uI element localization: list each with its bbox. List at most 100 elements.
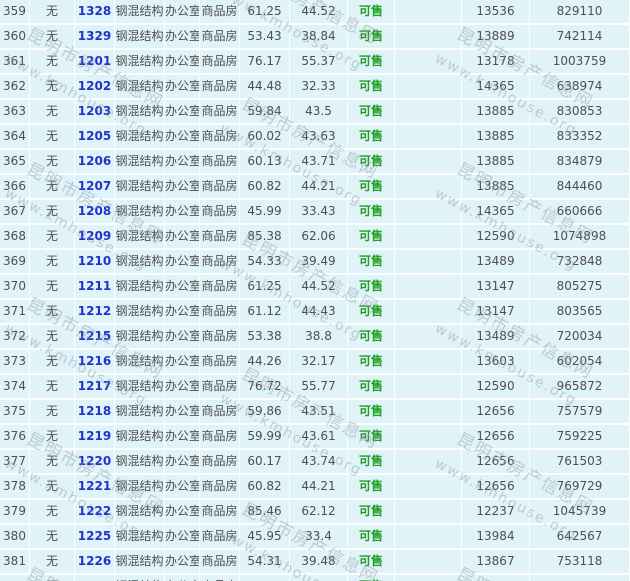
room-number-link[interactable]: 1212: [77, 304, 112, 318]
room-number-link[interactable]: 1208: [77, 204, 112, 218]
room-number-link[interactable]: 1209: [77, 229, 112, 243]
cell-empty: [395, 350, 462, 375]
cell-total-price: 834879: [530, 150, 630, 175]
cell-unit-price: 13867: [462, 550, 530, 575]
cell-area: 59.84: [240, 100, 290, 125]
status-badge: 可售: [358, 379, 383, 393]
room-number-link[interactable]: 1222: [77, 504, 112, 518]
cell-area: 54.33: [240, 250, 290, 275]
cell-room: 1202: [75, 75, 115, 100]
cell-type: 商品房: [200, 400, 240, 425]
table-row: 368 无 1209 钢混结构 办公室 商品房 85.38 62.06 可售 1…: [0, 225, 630, 250]
room-number-link[interactable]: 1218: [77, 404, 112, 418]
room-number-link[interactable]: 1220: [77, 454, 112, 468]
status-badge: 可售: [358, 554, 383, 568]
cell-status: 可售: [348, 175, 395, 200]
cell-mortgage: 无: [30, 500, 75, 525]
cell-seq: 381: [0, 550, 30, 575]
cell-status: 可售: [348, 400, 395, 425]
cell-total-price: 769729: [530, 475, 630, 500]
cell-inner-area: 44.52: [290, 0, 348, 25]
cell-seq: 368: [0, 225, 30, 250]
cell-type: 商品房: [200, 450, 240, 475]
cell-status: 可售: [348, 250, 395, 275]
cell-room: 1227: [75, 575, 115, 581]
cell-seq: 360: [0, 25, 30, 50]
room-number-link[interactable]: 1226: [77, 554, 112, 568]
cell-empty: [395, 75, 462, 100]
room-number-link[interactable]: 1205: [77, 129, 112, 143]
room-number-link[interactable]: 1211: [77, 279, 112, 293]
cell-total-price: 753118: [530, 550, 630, 575]
room-number-link[interactable]: 1215: [77, 329, 112, 343]
table-row: 372 无 1215 钢混结构 办公室 商品房 53.38 38.8 可售 13…: [0, 325, 630, 350]
cell-usage: 办公室: [165, 25, 200, 50]
cell-empty: [395, 275, 462, 300]
cell-total-price: 805275: [530, 275, 630, 300]
cell-structure: 钢混结构: [115, 150, 165, 175]
room-number-link[interactable]: 1225: [77, 529, 112, 543]
room-number-link[interactable]: 1202: [77, 79, 112, 93]
cell-empty: [395, 0, 462, 25]
cell-type: 商品房: [200, 350, 240, 375]
status-badge: 可售: [358, 54, 383, 68]
cell-mortgage: 无: [30, 275, 75, 300]
room-number-link[interactable]: 1210: [77, 254, 112, 268]
cell-type: 商品房: [200, 375, 240, 400]
cell-inner-area: 44.58: [290, 575, 348, 581]
room-number-link[interactable]: 1221: [77, 479, 112, 493]
room-number-link[interactable]: 1227: [78, 579, 111, 581]
table-row: 364 无 1205 钢混结构 办公室 商品房 60.02 43.63 可售 1…: [0, 125, 630, 150]
cell-area: 61.25: [240, 0, 290, 25]
cell-usage: 办公室: [165, 450, 200, 475]
room-number-link[interactable]: 1207: [77, 179, 112, 193]
cell-structure: 钢混结构: [115, 300, 165, 325]
cell-area: 45.95: [240, 525, 290, 550]
cell-unit-price: 12237: [462, 500, 530, 525]
cell-inner-area: 38.84: [290, 25, 348, 50]
cell-mortgage: 无: [30, 150, 75, 175]
cell-structure: 钢混结构: [115, 275, 165, 300]
cell-structure: 钢混结构: [115, 550, 165, 575]
cell-seq: 364: [0, 125, 30, 150]
room-number-link[interactable]: 1219: [77, 429, 112, 443]
table-row: 375 无 1218 钢混结构 办公室 商品房 59.86 43.51 可售 1…: [0, 400, 630, 425]
cell-inner-area: 55.37: [290, 50, 348, 75]
cell-seq: 376: [0, 425, 30, 450]
room-number-link[interactable]: 1217: [77, 379, 112, 393]
status-badge: 可售: [358, 229, 383, 243]
cell-empty: [395, 575, 462, 581]
cell-usage: 办公室: [165, 325, 200, 350]
cell-room: 1226: [75, 550, 115, 575]
cell-status: 可售: [348, 325, 395, 350]
cell-mortgage: 无: [30, 350, 75, 375]
cell-area: 60.82: [240, 475, 290, 500]
cell-room: 1211: [75, 275, 115, 300]
cell-structure: 钢混结构: [115, 0, 165, 25]
cell-total-price: 1045739: [530, 500, 630, 525]
room-number-link[interactable]: 1216: [77, 354, 112, 368]
room-number-link[interactable]: 1206: [77, 154, 112, 168]
cell-total-price: 965872: [530, 375, 630, 400]
cell-status: 可售: [348, 450, 395, 475]
cell-usage: 办公室: [165, 300, 200, 325]
room-number-link[interactable]: 1201: [77, 54, 112, 68]
cell-type: 商品房: [200, 175, 240, 200]
room-number-link[interactable]: 1328: [77, 4, 112, 18]
cell-usage: 办公室: [165, 225, 200, 250]
cell-mortgage: 无: [30, 400, 75, 425]
room-number-link[interactable]: 1203: [77, 104, 112, 118]
room-number-link[interactable]: 1329: [77, 29, 112, 43]
cell-mortgage: 无: [30, 325, 75, 350]
table-row: 360 无 1329 钢混结构 办公室 商品房 53.43 38.84 可售 1…: [0, 25, 630, 50]
cell-type: 商品房: [200, 275, 240, 300]
cell-empty: [395, 300, 462, 325]
cell-empty: [395, 425, 462, 450]
cell-status: 可售: [348, 50, 395, 75]
cell-mortgage: 无: [30, 100, 75, 125]
cell-unit-price: 13889: [462, 25, 530, 50]
cell-seq: 378: [0, 475, 30, 500]
cell-usage: 办公室: [165, 125, 200, 150]
cell-inner-area: 43.74: [290, 450, 348, 475]
